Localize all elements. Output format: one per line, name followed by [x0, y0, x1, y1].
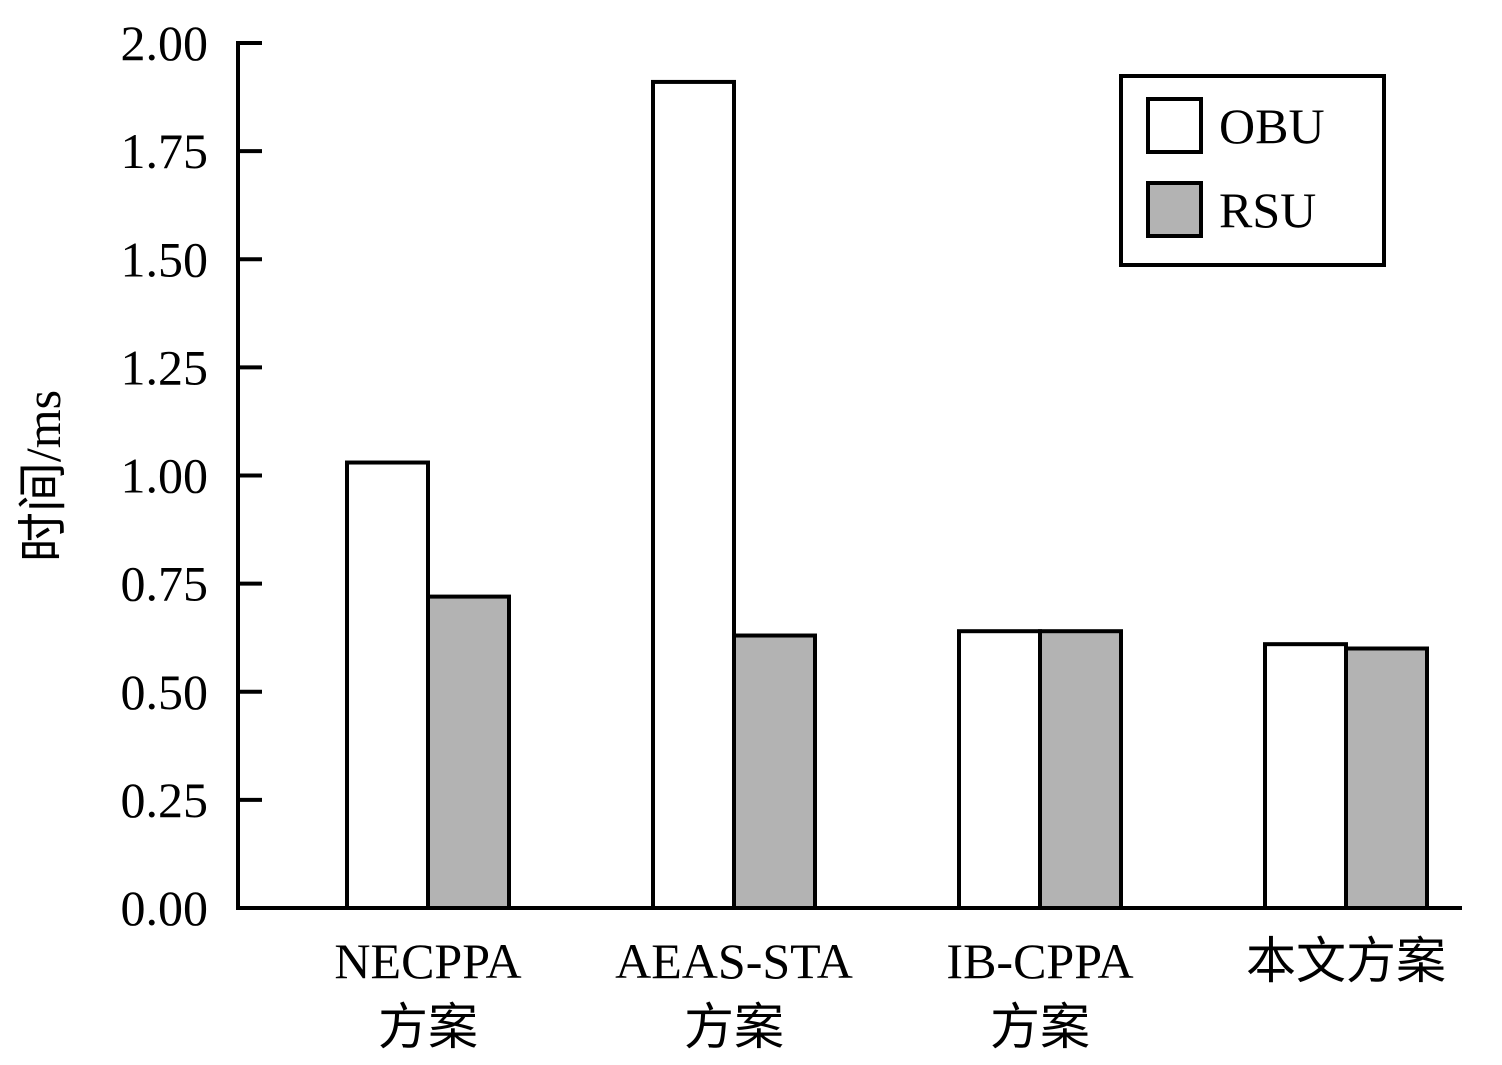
- x-category-label-line: 方案: [378, 999, 478, 1055]
- bar-obu-0: [345, 460, 430, 910]
- bar-rsu-1: [732, 633, 817, 911]
- legend-swatch-obu: [1146, 97, 1203, 154]
- x-category-label-line: NECPPA: [334, 933, 521, 989]
- y-tick-label: 0.00: [121, 880, 209, 936]
- legend-label-obu: OBU: [1219, 98, 1325, 154]
- x-category-label-line: 方案: [990, 999, 1090, 1055]
- y-tick-label: 0.75: [121, 556, 209, 612]
- legend-swatch-rsu: [1146, 181, 1203, 238]
- bar-rsu-0: [426, 594, 511, 910]
- y-axis-ticks: 0.00 0.25 0.50 0.75 1.00 1.25 1.50 1.75 2.00: [121, 15, 262, 936]
- x-category-label: AEAS-STA 方案: [615, 933, 853, 1055]
- y-tick-label: 2.00: [121, 15, 209, 71]
- y-tick-label: 1.50: [121, 231, 209, 287]
- bars: [345, 79, 1429, 911]
- bar-rsu-2: [1038, 629, 1123, 910]
- x-category-label-line: IB-CPPA: [946, 933, 1133, 989]
- y-tick-label: 0.50: [121, 664, 209, 720]
- legend: OBU RSU: [1119, 74, 1386, 267]
- x-category-label: IB-CPPA 方案: [946, 933, 1133, 1055]
- x-category-label: NECPPA 方案: [334, 933, 521, 1055]
- y-axis-title: 时间/ms: [15, 390, 71, 562]
- bar-obu-1: [651, 79, 736, 911]
- bar-obu-3: [1263, 642, 1348, 910]
- x-category-label-line: AEAS-STA: [615, 933, 853, 989]
- y-tick-label: 1.25: [121, 339, 209, 395]
- legend-label-rsu: RSU: [1219, 182, 1316, 238]
- y-tick-label: 0.25: [121, 772, 209, 828]
- x-axis-labels: NECPPA 方案 AEAS-STA 方案 IB-CPPA 方案 本文方案: [334, 933, 1446, 1055]
- bar-obu-2: [957, 629, 1042, 910]
- x-category-label: 本文方案: [1246, 933, 1446, 989]
- bar-rsu-3: [1344, 646, 1429, 910]
- x-category-label-line: 本文方案: [1246, 933, 1446, 989]
- y-tick-label: 1.00: [121, 448, 209, 504]
- x-category-label-line: 方案: [684, 999, 784, 1055]
- y-tick-label: 1.75: [121, 123, 209, 179]
